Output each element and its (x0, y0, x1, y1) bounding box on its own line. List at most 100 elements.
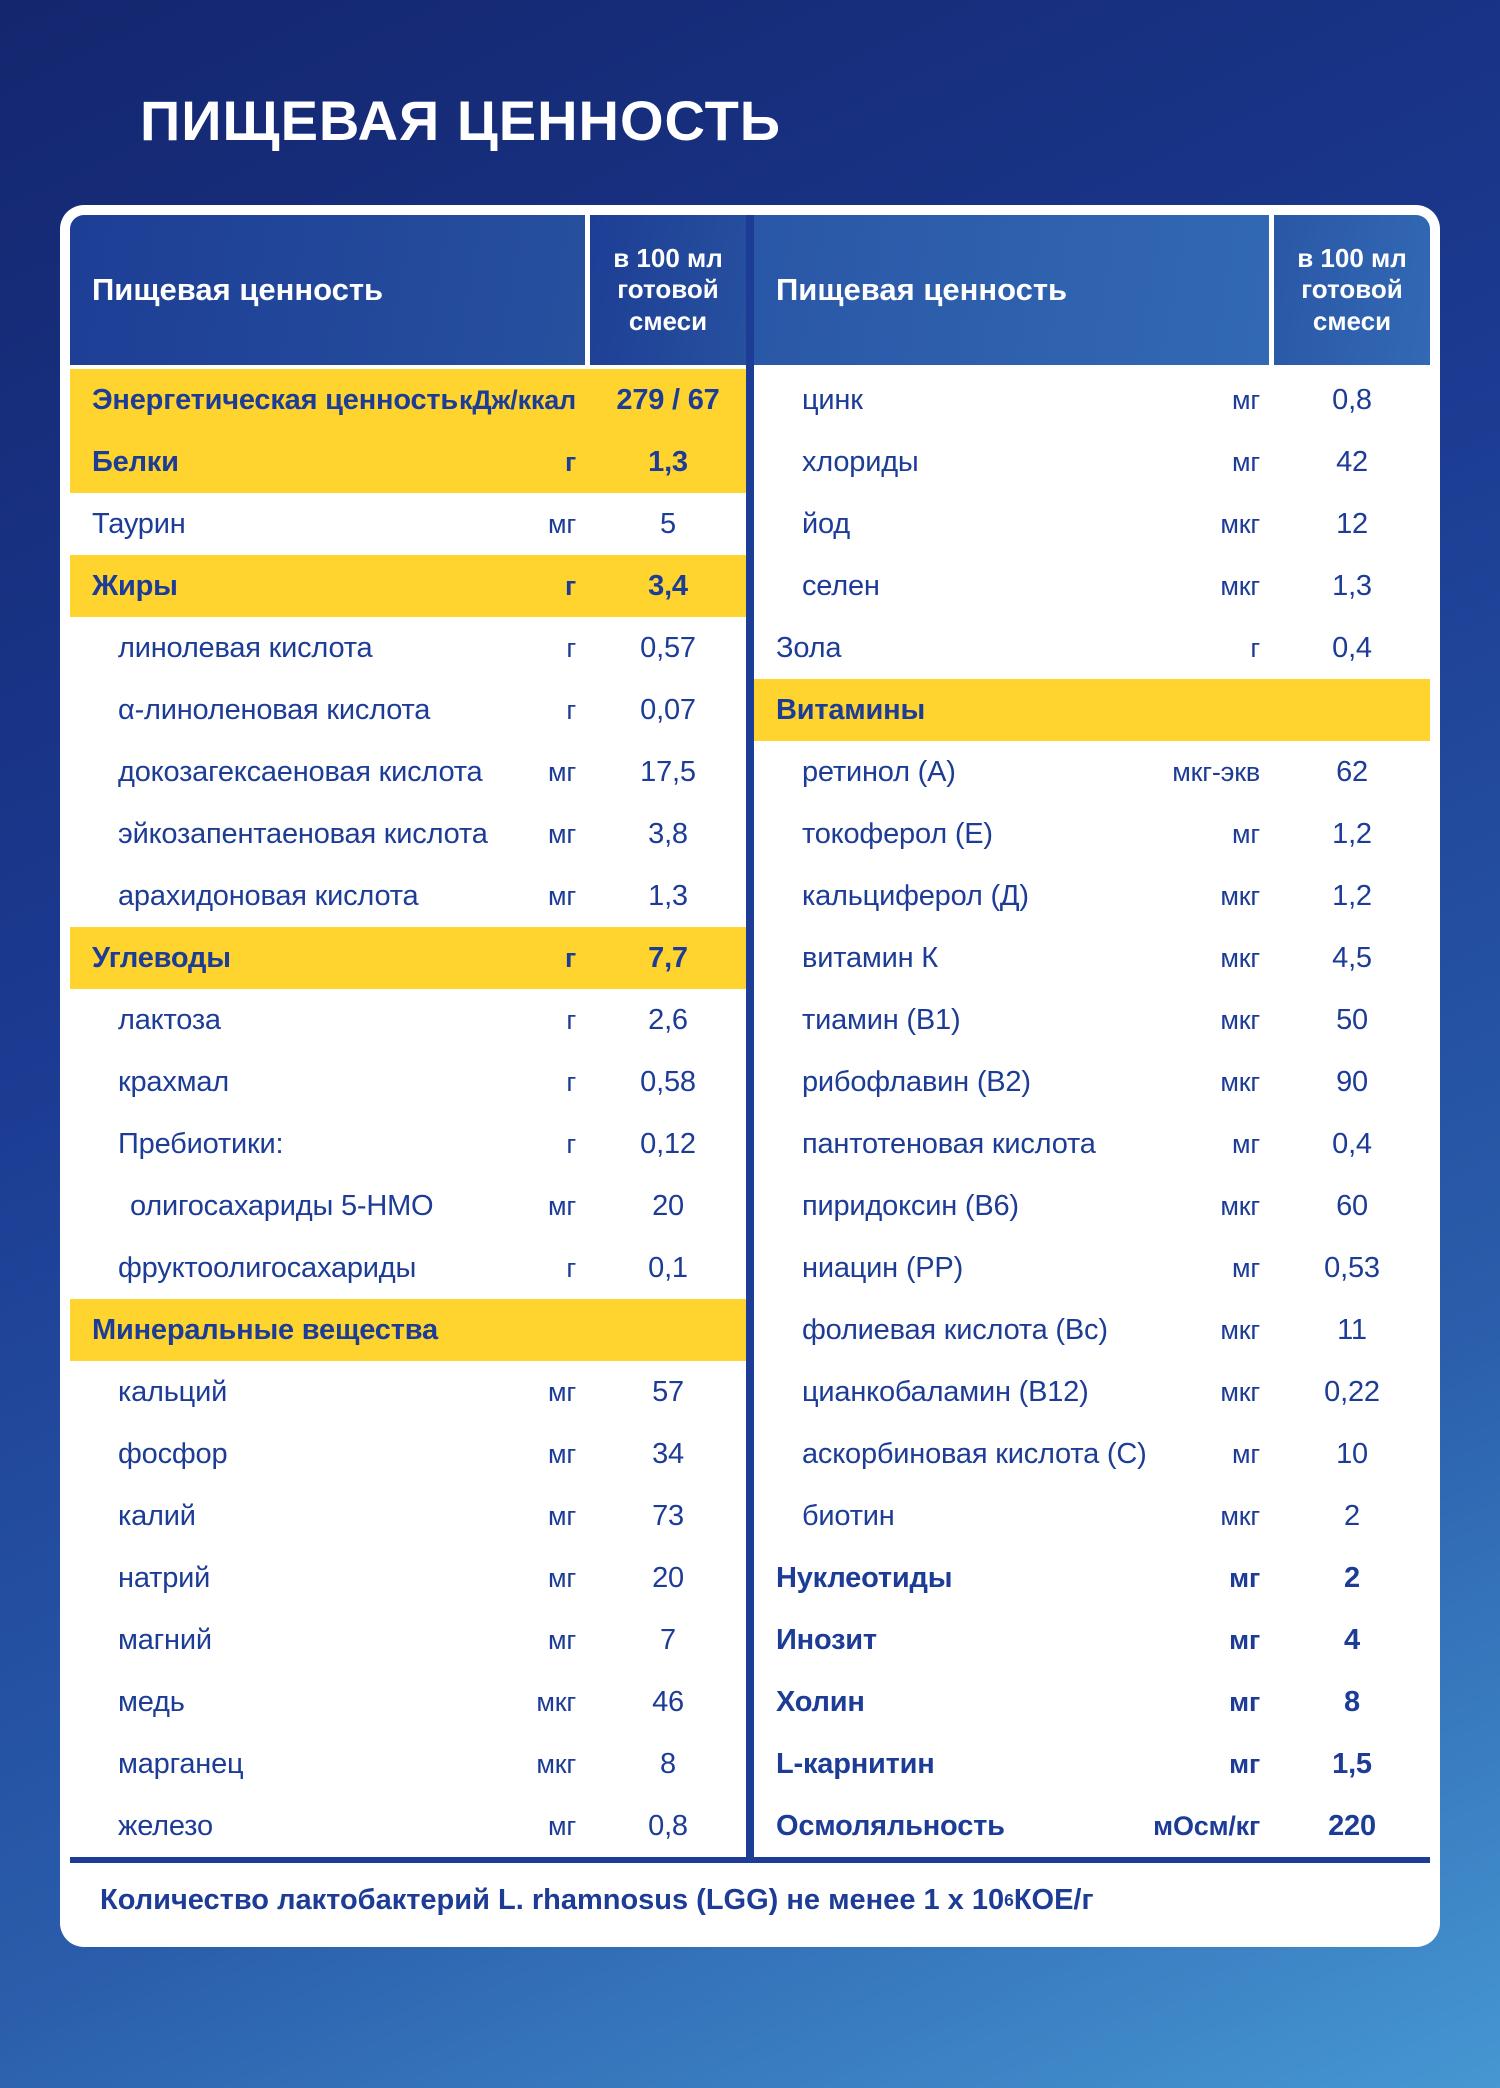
table-body-left: Энергетическая ценность кДж/ккал 279 / 67 Б… (70, 369, 746, 1857)
nutrient-unit: мкг (1220, 1376, 1260, 1407)
nutrient-name: докозагексаеновая кислота (118, 755, 483, 788)
nutrient-value: 90 (1336, 1065, 1368, 1098)
table-row: лактоза г 2,6 (70, 989, 746, 1051)
nutrient-name: цианкобаламин (В12) (802, 1375, 1089, 1408)
table-row: олигосахариды 5-НМО мг 20 (70, 1175, 746, 1237)
nutrition-table-panel: Пищевая ценность в 100 мл готовой смеси … (60, 205, 1440, 1947)
table-row: фруктоолигосахариды г 0,1 (70, 1237, 746, 1299)
nutrient-unit: мг (547, 1190, 576, 1221)
nutrient-value: 3,8 (648, 817, 688, 850)
table-row: Таурин мг 5 (70, 493, 746, 555)
nutrient-unit: мкг (1220, 942, 1260, 973)
nutrient-name: аскорбиновая кислота (С) (802, 1437, 1147, 1470)
nutrient-value: 34 (652, 1437, 684, 1470)
table-row: линолевая кислота г 0,57 (70, 617, 746, 679)
nutrient-name: натрий (118, 1561, 211, 1594)
nutrient-unit: мг (547, 1500, 576, 1531)
nutrient-name: лактоза (118, 1003, 221, 1036)
nutrient-unit: мкг (536, 1686, 576, 1717)
nutrient-value: 0,12 (640, 1127, 696, 1160)
nutrient-unit: мг (1231, 818, 1260, 849)
table-row: кальциферол (Д) мкг 1,2 (754, 865, 1430, 927)
nutrient-value: 11 (1337, 1313, 1367, 1346)
table-row: Энергетическая ценность кДж/ккал 279 / 67 (70, 369, 746, 431)
table-row: Нуклеотиды мг 2 (754, 1547, 1430, 1609)
table-row: арахидоновая кислота мг 1,3 (70, 865, 746, 927)
nutrient-value: 8 (1344, 1685, 1360, 1718)
nutrient-name: фруктоолигосахариды (118, 1251, 417, 1284)
nutrient-unit: мг (547, 1438, 576, 1469)
table-header-right: Пищевая ценность в 100 мл готовой смеси (754, 215, 1430, 365)
nutrient-value: 62 (1336, 755, 1368, 788)
table-row: L-карнитин мг 1,5 (754, 1733, 1430, 1795)
nutrient-name: Нуклеотиды (776, 1561, 953, 1594)
table-row: пантотеновая кислота мг 0,4 (754, 1113, 1430, 1175)
nutrient-name: калий (118, 1499, 196, 1532)
nutrient-unit: кДж/ккал (459, 384, 576, 415)
table-row: пиридоксин (В6) мкг 60 (754, 1175, 1430, 1237)
nutrient-unit: мкг-экв (1172, 756, 1260, 787)
table-row: Инозит мг 4 (754, 1609, 1430, 1671)
nutrient-name: α-линоленовая кислота (118, 693, 431, 726)
table-row: эйкозапентаеновая кислота мг 3,8 (70, 803, 746, 865)
table-center-divider (746, 215, 754, 1857)
table-row: Зола г 0,4 (754, 617, 1430, 679)
nutrient-name: кальциферол (Д) (802, 879, 1029, 912)
nutrient-name: Инозит (776, 1623, 877, 1656)
nutrient-name: селен (802, 569, 880, 602)
nutrient-name: пиридоксин (В6) (802, 1189, 1019, 1222)
nutrient-value: 2 (1344, 1499, 1360, 1532)
nutrient-unit: г (566, 694, 576, 725)
nutrient-name: Углеводы (92, 941, 231, 974)
nutrient-unit: мкг (1220, 1190, 1260, 1221)
column-header-per-100ml: в 100 мл готовой смеси (590, 215, 746, 365)
nutrient-unit: мг (1231, 446, 1260, 477)
nutrient-value: 20 (652, 1561, 684, 1594)
nutrient-unit: мг (547, 1810, 576, 1841)
nutrient-name: L-карнитин (776, 1747, 935, 1780)
nutrient-value: 0,58 (640, 1065, 696, 1098)
nutrient-name: Минеральные вещества (92, 1313, 438, 1346)
nutrient-unit: мкг (1220, 1004, 1260, 1035)
nutrient-name: Жиры (92, 569, 178, 602)
table-row: Пребиотики: г 0,12 (70, 1113, 746, 1175)
table-row: Минеральные вещества (70, 1299, 746, 1361)
table-row: витамин К мкг 4,5 (754, 927, 1430, 989)
nutrient-value: 279 / 67 (616, 383, 720, 416)
nutrient-unit: г (566, 632, 576, 663)
nutrient-name: цинк (802, 383, 863, 416)
nutrient-value: 7,7 (648, 941, 688, 974)
nutrient-value: 1,5 (1332, 1747, 1372, 1780)
nutrient-name: тиамин (В1) (802, 1003, 961, 1036)
nutrient-value: 0,53 (1324, 1251, 1380, 1284)
column-header-nutrient: Пищевая ценность (754, 215, 1269, 365)
nutrient-value: 20 (652, 1189, 684, 1222)
table-row: селен мкг 1,3 (754, 555, 1430, 617)
nutrient-value: 1,2 (1332, 879, 1372, 912)
table-row: цинк мг 0,8 (754, 369, 1430, 431)
nutrient-name: арахидоновая кислота (118, 879, 419, 912)
nutrient-unit: г (564, 446, 576, 477)
nutrient-name: биотин (802, 1499, 895, 1532)
nutrient-value: 42 (1336, 445, 1368, 478)
table-row: ниацин (РР) мг 0,53 (754, 1237, 1430, 1299)
page-title: ПИЩЕВАЯ ЦЕННОСТЬ (140, 89, 782, 152)
nutrient-name: марганец (118, 1747, 244, 1780)
nutrient-value: 1,2 (1332, 817, 1372, 850)
nutrient-value: 0,57 (640, 631, 696, 664)
footnote-divider-rule (70, 1857, 1430, 1863)
nutrient-unit: мг (547, 1562, 576, 1593)
nutrient-name: Белки (92, 445, 179, 478)
nutrient-unit: г (564, 942, 576, 973)
nutrient-value: 0,4 (1332, 631, 1372, 664)
nutrient-value: 50 (1336, 1003, 1368, 1036)
nutrient-value: 0,07 (640, 693, 696, 726)
nutrient-unit: г (566, 1252, 576, 1283)
nutrient-unit: г (566, 1066, 576, 1097)
nutrient-value: 0,4 (1332, 1127, 1372, 1160)
table-row: Белки г 1,3 (70, 431, 746, 493)
nutrient-value: 10 (1336, 1437, 1368, 1470)
table-row: медь мкг 46 (70, 1671, 746, 1733)
nutrition-table-right: Пищевая ценность в 100 мл готовой смеси … (754, 215, 1430, 1857)
nutrient-name: железо (118, 1809, 213, 1842)
